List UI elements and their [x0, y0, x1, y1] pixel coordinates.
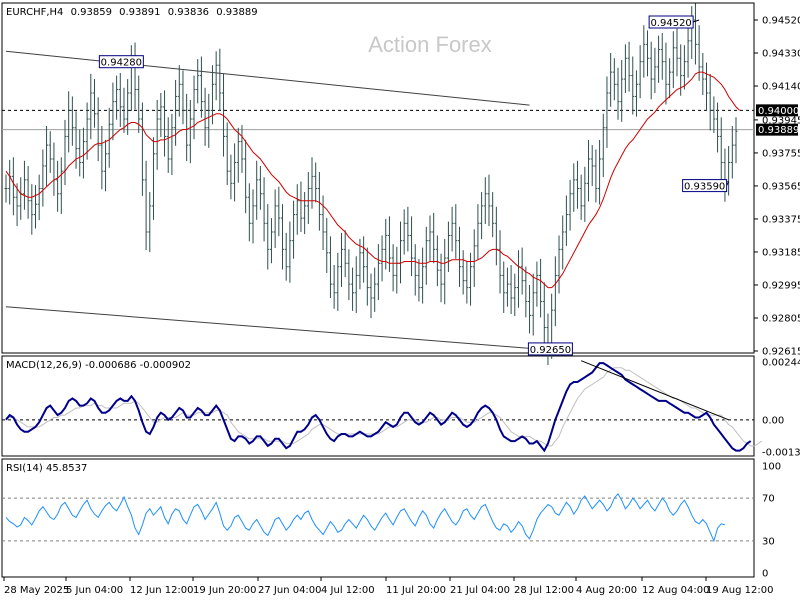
- price-layer: 0.94280 0.94520 0.92650 0.93590: [2, 3, 754, 366]
- annotation-label: 0.94520: [650, 18, 691, 29]
- annotation-box: [648, 15, 694, 29]
- ohlc-low: 0.93836: [168, 7, 209, 18]
- price-y-tick-label: 0.92995: [762, 280, 800, 291]
- price-y-tick-label: 0.93565: [762, 181, 800, 192]
- resistance-level-tag-bg: [756, 104, 798, 117]
- price-y-tick-label: 0.92615: [762, 347, 800, 358]
- x-axis-tick-label: 11 Jul 20:00: [386, 585, 446, 596]
- current-price-tag: 0.93889: [758, 125, 799, 136]
- symbol-title: EURCHF,H4: [6, 7, 63, 18]
- macd-panel-title: MACD(12,26,9) -0.000686 -0.000902: [6, 360, 191, 371]
- annotation-label: 0.93590: [684, 182, 725, 193]
- x-axis-tick-label: 28 Jul 12:00: [514, 585, 574, 596]
- watermark: Action Forex: [368, 32, 492, 57]
- ohlc-open: 0.93859: [71, 7, 112, 18]
- moving-average-line: [5, 71, 741, 289]
- rsi-y-tick-label: 100: [762, 462, 781, 473]
- x-axis-tick-label: 28 May 2025: [4, 585, 69, 596]
- current-price-tag-bg: [756, 123, 798, 136]
- price-y-tick-label: 0.92805: [762, 313, 800, 324]
- rsi-layer: [2, 492, 754, 543]
- axis-layer: 0.94520 0.94330 0.94140 0.93945 0.93755 0.935…: [3, 16, 800, 596]
- annotation-label: 0.94280: [101, 58, 142, 69]
- ohlc-close: 0.93889: [216, 7, 257, 18]
- macd-layer: [2, 360, 763, 453]
- channel-trend-line-0: [5, 50, 530, 106]
- rsi-y-tick-label: 70: [762, 494, 775, 505]
- price-y-tick-label: 0.94140: [762, 82, 800, 93]
- price-panel-title: EURCHF,H4 0.93859 0.93891 0.93836 0.9388…: [6, 7, 258, 18]
- x-axis-tick-label: 19 Aug 12:00: [706, 585, 773, 596]
- price-y-tick-label: 0.94330: [762, 49, 800, 60]
- macd-y-tick-label: 0.002445: [762, 358, 800, 369]
- annotation-label: 0.92650: [530, 345, 571, 356]
- x-axis-tick-label: 21 Jul 04:00: [450, 585, 510, 596]
- channel-trend-line-1: [5, 306, 552, 351]
- price-y-tick-label: 0.93945: [762, 115, 800, 126]
- resistance-level-tag: 0.94000: [758, 106, 799, 117]
- x-axis-tick-label: 27 Jun 04:00: [258, 585, 322, 596]
- rsi-panel-title: RSI(14) 45.8537: [6, 463, 87, 474]
- price-y-tick-label: 0.93755: [762, 148, 800, 159]
- price-y-tick-label: 0.94520: [762, 16, 800, 27]
- annotation-box: [98, 55, 144, 69]
- rsi-line: [5, 492, 726, 543]
- macd-panel-frame: [1, 355, 755, 457]
- macd-y-tick-label: -0.00136: [762, 448, 800, 459]
- x-axis-tick-label: 19 Jun 20:00: [193, 585, 257, 596]
- rsi-y-tick-label: 30: [762, 536, 775, 547]
- annotation-box: [527, 342, 573, 356]
- x-axis-tick-label: 4 Aug 20:00: [576, 585, 637, 596]
- annotation-leader-line: [692, 19, 700, 23]
- x-axis-tick-label: 12 Aug 04:00: [642, 585, 709, 596]
- x-axis-tick-label: 5 Jun 04:00: [66, 585, 123, 596]
- macd-signal-line: [6, 367, 763, 447]
- price-y-tick-label: 0.93185: [762, 247, 800, 258]
- ohlc-high: 0.93891: [119, 7, 160, 18]
- price-y-tick-label: 0.93375: [762, 214, 800, 225]
- macd-trend-line: [580, 360, 729, 421]
- annotation-box: [682, 179, 728, 193]
- x-axis-tick-label: 12 Jun 12:00: [130, 585, 194, 596]
- rsi-y-tick-label: 0: [762, 569, 768, 580]
- rsi-panel-frame: [1, 458, 755, 578]
- price-panel-frame: [1, 2, 755, 354]
- macd-y-tick-label: 0.00: [762, 415, 784, 426]
- x-axis-tick-label: 4 Jul 12:00: [321, 585, 375, 596]
- macd-line: [5, 362, 752, 453]
